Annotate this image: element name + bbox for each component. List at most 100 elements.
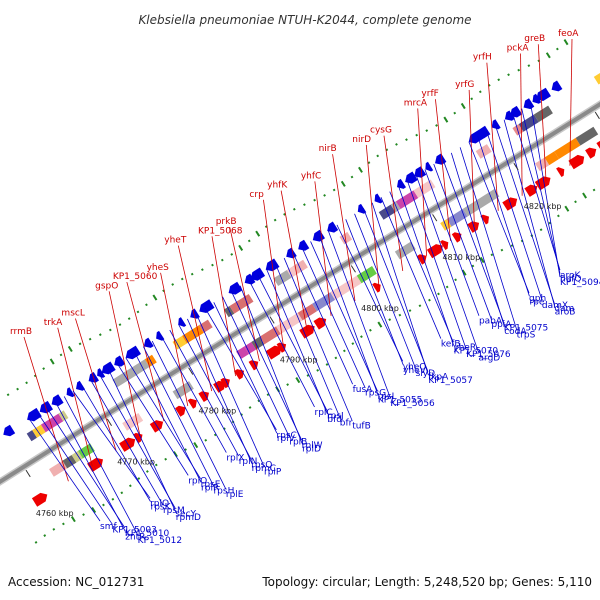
axis-tick-label: 4800 kbp <box>361 304 399 313</box>
label-leader-line <box>75 318 117 452</box>
label-leader-line <box>332 154 356 302</box>
label-leader-line <box>160 272 189 407</box>
label-leader-lines <box>23 38 573 535</box>
gc-skew-mark <box>118 323 122 327</box>
label-leader-line <box>46 407 126 529</box>
gc-skew-mark <box>6 393 10 397</box>
gc-skew-mark <box>303 203 306 207</box>
reverse-gene-label: rplR <box>201 483 219 493</box>
label-leader-line <box>116 363 189 476</box>
cog-band-segment <box>112 371 130 388</box>
label-leader-line <box>314 181 332 317</box>
reverse-gene-label: trpS <box>517 330 536 340</box>
forward-gene-label: pckA <box>507 43 530 53</box>
reverse-gene-label: rplV <box>277 434 296 444</box>
axis-tick-mark <box>188 367 194 375</box>
cog-band-segment <box>544 151 559 166</box>
reverse-gene-arrow <box>250 267 266 281</box>
gc-skew-mark <box>137 477 141 480</box>
forward-gene-label: mrcA <box>404 98 428 108</box>
reverse-gene-arrow <box>3 424 16 437</box>
label-leader-line <box>365 144 380 286</box>
reverse-gene-label: rplP <box>264 467 282 477</box>
reverse-gene-arrow <box>551 80 563 92</box>
label-leader-line <box>63 396 139 535</box>
cog-band-segment <box>475 144 492 159</box>
cog-band-segment <box>446 208 468 227</box>
reverse-gene-arrow <box>66 387 75 398</box>
gc-skew-mark <box>470 97 474 101</box>
gc-skew-mark <box>460 102 466 110</box>
cog-band-segment <box>122 412 144 431</box>
reverse-gene-label: KP1_5070 <box>454 346 499 356</box>
gc-skew-mark <box>408 309 412 312</box>
cog-band-segment <box>26 430 37 442</box>
label-leader-line <box>169 329 240 457</box>
label-leader-line <box>415 174 479 353</box>
gc-skew-mark <box>145 303 148 307</box>
gc-skew-mark <box>332 188 336 192</box>
gc-skew-mark <box>453 111 457 115</box>
forward-gene-arrow <box>502 197 518 211</box>
forward-gene-arrow <box>467 221 480 233</box>
forward-gene-arrow <box>187 398 197 409</box>
label-leader-line <box>248 280 315 408</box>
label-leader-line <box>55 401 126 532</box>
forward-gene-arrow <box>119 437 136 452</box>
axis-tick-label: 4810 kbp <box>442 253 480 262</box>
reverse-gene-label: codA <box>504 327 527 337</box>
gc-skew-mark <box>395 143 398 146</box>
reverse-gene-arrow <box>536 87 551 101</box>
reverse-gene-label: rplB <box>289 438 307 448</box>
reverse-gene-label: rpsG <box>365 389 386 399</box>
label-leader-line <box>486 130 543 300</box>
forward-gene-arrow <box>534 176 551 191</box>
label-leader-line <box>521 108 561 274</box>
gc-skew-mark <box>128 484 132 488</box>
reverse-gene-label: rpsK <box>151 503 172 513</box>
gc-skew-mark <box>479 256 485 264</box>
forward-gene-label: yrfG <box>455 80 474 90</box>
kbp-axis: 4760 kbp 4770 kbp 4780 kbp 4790 kbp 4800 kbp… <box>25 111 600 518</box>
reverse-gene-label: damX <box>542 301 568 311</box>
axis-tick-label: 4790 kbp <box>280 355 318 364</box>
label-leader-line <box>107 368 177 513</box>
forward-gene-label: KP1_5068 <box>198 226 243 236</box>
label-leader-line <box>468 141 530 294</box>
label-leader-line <box>280 190 308 332</box>
gc-skew-track <box>6 39 596 544</box>
forward-gene-label: crp <box>249 190 264 200</box>
reverse-gene-label: bfd <box>327 415 342 425</box>
gc-skew-mark <box>292 207 296 211</box>
forward-gene-label: yhfK <box>267 181 288 191</box>
gc-skew-mark <box>164 457 168 461</box>
label-leader-line <box>477 136 530 297</box>
label-leader-line <box>213 302 278 434</box>
forward-gene-label: trkA <box>44 318 63 328</box>
reverse-gene-label: hofQ <box>560 275 581 285</box>
cog-band-segment <box>172 335 187 350</box>
forward-gene-arrow <box>416 254 427 265</box>
reverse-gene-label: zntR <box>125 532 145 542</box>
label-leader-line <box>81 385 151 502</box>
cog-band-segment <box>40 413 64 433</box>
gc-skew-mark <box>443 116 449 123</box>
reverse-gene-arrow <box>27 407 42 422</box>
gene-band-track <box>26 69 600 477</box>
forward-gene-arrow <box>440 240 449 250</box>
gc-skew-mark <box>478 90 482 94</box>
reverse-gene-label: rplD <box>302 445 321 455</box>
label-leader-line <box>160 335 227 453</box>
reverse-gene-label: aroK <box>560 271 582 281</box>
reverse-gene-label: rpsQ <box>251 460 272 470</box>
reverse-gene-label: rpsH <box>213 487 234 497</box>
gc-skew-mark <box>247 239 251 243</box>
gc-skew-mark <box>500 248 504 252</box>
forward-gene-arrow <box>575 154 585 165</box>
cog-band-segment <box>475 188 500 209</box>
label-leader-line <box>569 38 573 166</box>
gc-skew-mark <box>180 277 184 281</box>
forward-gene-label: cysG <box>370 126 392 136</box>
label-leader-line <box>362 208 429 372</box>
label-leader-line <box>204 307 277 430</box>
